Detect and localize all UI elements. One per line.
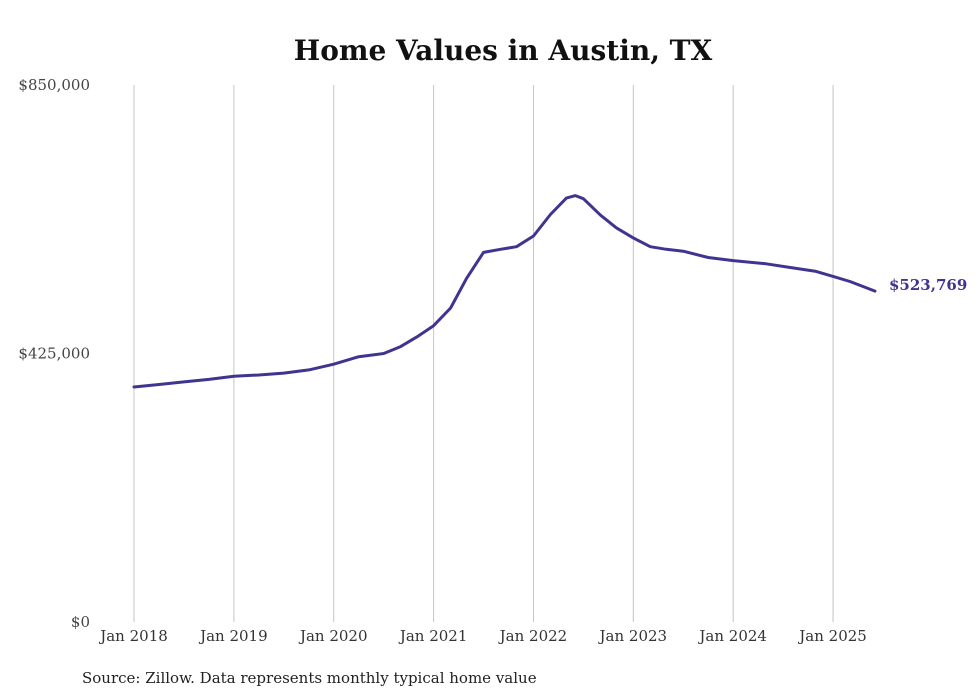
x-tick-label: Jan 2018 xyxy=(98,627,168,645)
source-note: Source: Zillow. Data represents monthly … xyxy=(82,669,537,687)
y-tick-label: $850,000 xyxy=(18,76,90,94)
x-tick-label: Jan 2024 xyxy=(697,627,767,645)
chart-title: Home Values in Austin, TX xyxy=(294,34,713,67)
end-value-label: $523,769 xyxy=(889,276,967,294)
series-line xyxy=(132,194,877,389)
x-axis-ticks: Jan 2018 Jan 2019 Jan 2020 Jan 2021 Jan 2022… xyxy=(98,627,867,645)
x-tick-label: Jan 2023 xyxy=(598,627,668,645)
x-tick-label: Jan 2025 xyxy=(797,627,867,645)
gridlines xyxy=(133,85,834,622)
x-tick-label: Jan 2021 xyxy=(398,627,468,645)
y-axis-ticks: $850,000 $425,000 $0 xyxy=(18,76,90,631)
x-tick-label: Jan 2019 xyxy=(198,627,268,645)
series-layer: $523,769 xyxy=(132,194,967,389)
x-tick-label: Jan 2022 xyxy=(498,627,568,645)
y-tick-label: $425,000 xyxy=(18,345,90,363)
x-tick-label: Jan 2020 xyxy=(298,627,368,645)
y-tick-label: $0 xyxy=(71,613,90,631)
